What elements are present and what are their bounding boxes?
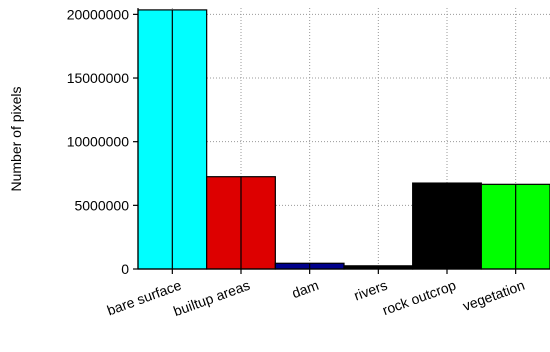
y-tick-label: 5000000 xyxy=(74,197,129,213)
y-tick-label: 20000000 xyxy=(67,6,130,22)
y-axis-title: Number of pixels xyxy=(8,86,24,191)
tick-labels: 0 5000000 10000000 15000000 20000000 bare sur… xyxy=(67,6,527,319)
x-tick-label: dam xyxy=(290,277,321,301)
bars xyxy=(137,9,550,270)
x-tick-label: rock outcrop xyxy=(380,277,458,318)
axes xyxy=(137,8,550,270)
x-tick-label: rivers xyxy=(352,277,390,304)
y-tick-label: 0 xyxy=(121,261,129,277)
y-tick-label: 10000000 xyxy=(67,134,130,150)
x-tick-label: builtup areas xyxy=(171,277,252,319)
x-tick-label: bare surface xyxy=(105,277,184,319)
y-tick-label: 15000000 xyxy=(67,70,130,86)
x-tick-label: vegetation xyxy=(461,277,527,314)
